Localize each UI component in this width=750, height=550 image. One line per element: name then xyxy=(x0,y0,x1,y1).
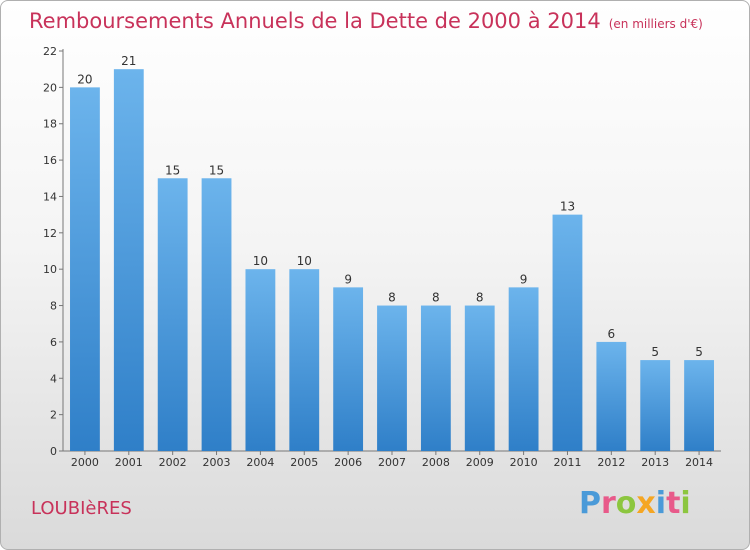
bar-2003 xyxy=(201,178,232,452)
bar-value-label: 20 xyxy=(77,72,92,86)
bar-value-label: 9 xyxy=(344,272,352,286)
y-tick-label: 20 xyxy=(43,81,57,94)
chart-value-labels: 20 21 15 15 10 10 9 8 8 8 9 13 6 5 5 xyxy=(77,54,703,359)
logo-letter: i xyxy=(655,486,667,521)
chart-bars xyxy=(70,69,714,452)
x-tick-label: 2003 xyxy=(203,456,231,469)
bar-2001 xyxy=(113,69,144,451)
x-tick-label: 2008 xyxy=(422,456,450,469)
bar-value-label: 15 xyxy=(165,163,180,177)
bar-value-label: 21 xyxy=(121,54,136,68)
logo-letter: r xyxy=(601,486,616,521)
bar-2010 xyxy=(508,287,539,451)
y-tick-label: 8 xyxy=(50,300,57,313)
x-tick-label: 2011 xyxy=(553,456,581,469)
logo-letter: P xyxy=(579,486,601,521)
x-tick-label: 2013 xyxy=(641,456,669,469)
bar-value-label: 8 xyxy=(388,291,396,305)
chart-title: Remboursements Annuels de la Dette de 20… xyxy=(29,9,703,33)
bar-value-label: 10 xyxy=(253,254,268,268)
bar-2006 xyxy=(333,287,364,451)
x-tick-label: 2001 xyxy=(115,456,143,469)
bar-2002 xyxy=(157,178,188,452)
y-tick-label: 10 xyxy=(43,263,57,276)
x-tick-label: 2007 xyxy=(378,456,406,469)
bar-value-label: 13 xyxy=(560,200,575,214)
logo-letter: x xyxy=(636,486,656,521)
bar-2014 xyxy=(684,360,714,451)
proxiti-logo[interactable]: Proxiti xyxy=(579,486,691,521)
x-tick-label: 2014 xyxy=(685,456,713,469)
x-tick-label: 2009 xyxy=(466,456,494,469)
logo-letter: t xyxy=(666,486,681,521)
y-tick-label: 6 xyxy=(50,336,57,349)
x-tick-label: 2004 xyxy=(246,456,274,469)
bar-value-label: 6 xyxy=(608,327,616,341)
chart-title-text: Remboursements Annuels de la Dette de 20… xyxy=(29,9,601,33)
y-tick-label: 12 xyxy=(43,227,57,240)
bar-2011 xyxy=(552,214,583,451)
bar-2007 xyxy=(377,305,407,451)
bar-2000 xyxy=(70,87,100,451)
x-tick-label: 2010 xyxy=(510,456,538,469)
bar-2009 xyxy=(464,305,495,451)
logo-letter: i xyxy=(680,486,691,521)
commune-name: LOUBIèRES xyxy=(31,498,132,519)
x-tick-label: 2006 xyxy=(334,456,362,469)
bar-value-label: 8 xyxy=(476,291,484,305)
chart-y-ticks: 0 2 4 6 8 10 12 14 16 18 20 22 xyxy=(43,45,63,458)
bar-2008 xyxy=(420,305,451,451)
y-tick-label: 0 xyxy=(50,445,57,458)
bar-2013 xyxy=(640,360,671,451)
y-tick-label: 18 xyxy=(43,118,57,131)
x-tick-label: 2005 xyxy=(290,456,318,469)
bar-value-label: 15 xyxy=(209,163,224,177)
logo-letter: o xyxy=(615,486,637,521)
bar-value-label: 9 xyxy=(520,272,528,286)
bar-value-label: 10 xyxy=(297,254,312,268)
y-tick-label: 14 xyxy=(43,190,57,203)
y-tick-label: 4 xyxy=(50,372,57,385)
x-tick-label: 2002 xyxy=(159,456,187,469)
bar-value-label: 5 xyxy=(695,345,703,359)
chart-x-ticks: 2000 2001 2002 2003 2004 2005 2006 2007 2008 2009… xyxy=(71,451,713,469)
y-tick-label: 16 xyxy=(43,154,57,167)
bar-value-label: 5 xyxy=(651,345,659,359)
bar-value-label: 8 xyxy=(432,291,440,305)
y-tick-label: 22 xyxy=(43,45,57,58)
y-tick-label: 2 xyxy=(50,409,57,422)
bar-2004 xyxy=(245,269,276,451)
bar-2005 xyxy=(289,269,320,451)
bar-2012 xyxy=(596,341,627,451)
x-tick-label: 2012 xyxy=(597,456,625,469)
chart-title-unit: (en milliers d'€) xyxy=(608,17,703,31)
x-tick-label: 2000 xyxy=(71,456,99,469)
